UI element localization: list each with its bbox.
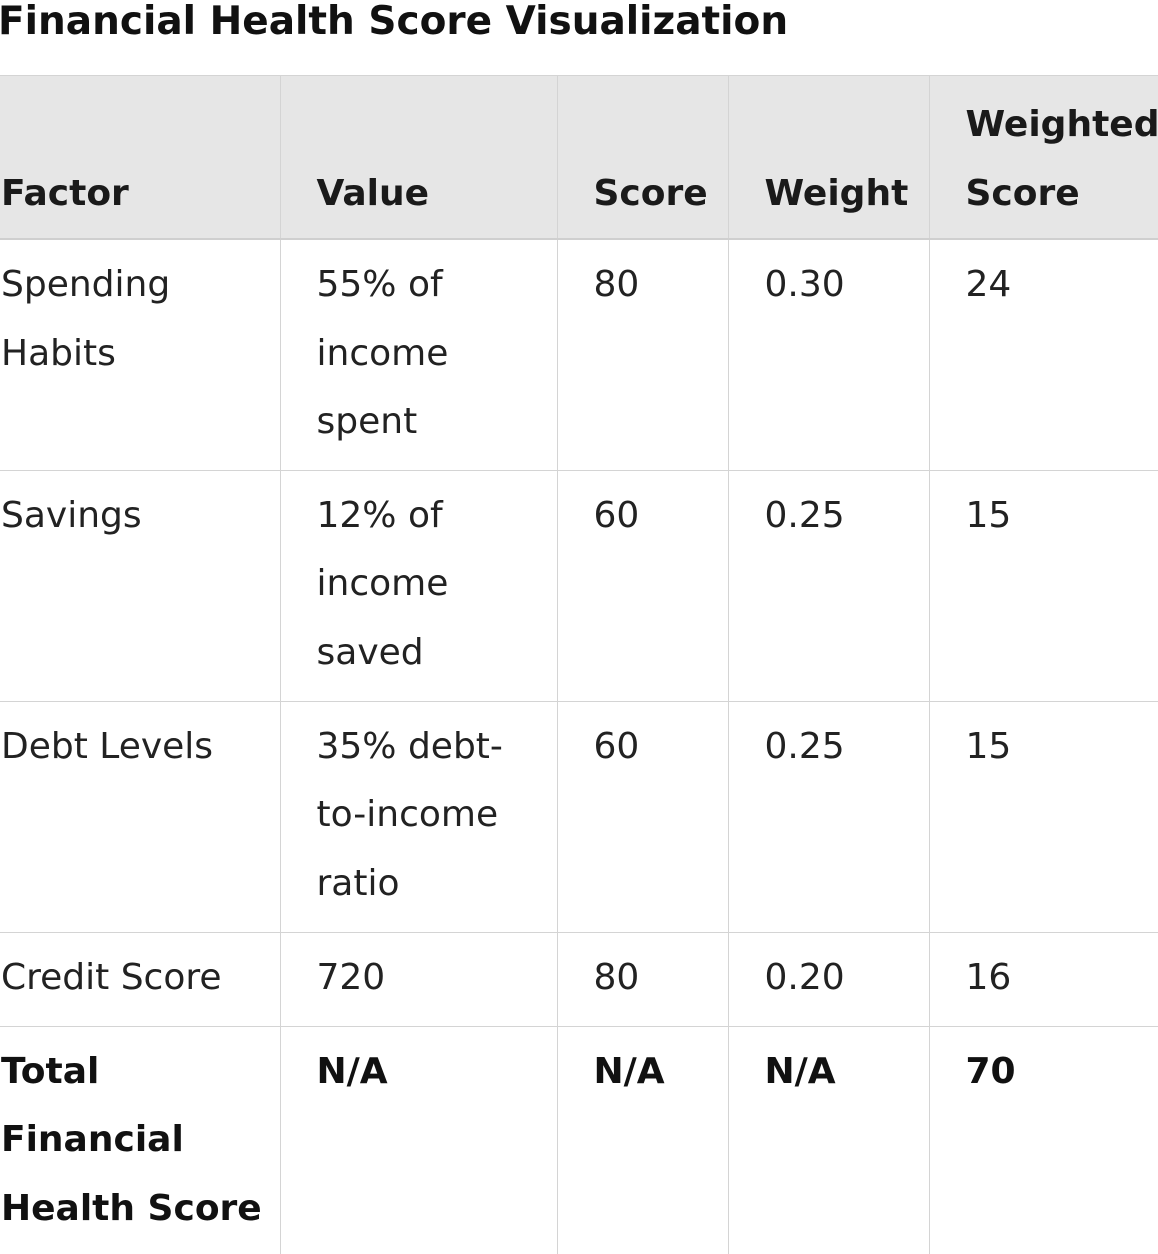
column-header-value: Value bbox=[280, 76, 558, 240]
cell-factor: Credit Score bbox=[0, 932, 281, 1027]
cell-score: 60 bbox=[557, 470, 729, 702]
total-value: N/A bbox=[280, 1026, 558, 1254]
cell-weighted-score: 15 bbox=[929, 470, 1158, 702]
total-factor: Total Financial Health Score bbox=[0, 1026, 281, 1254]
cell-value: 12% of income saved bbox=[280, 470, 558, 702]
cell-score: 80 bbox=[557, 239, 729, 471]
table-row: Savings 12% of income saved 60 0.25 15 bbox=[0, 470, 1158, 702]
table-body: Spending Habits 55% of income spent 80 0… bbox=[0, 239, 1158, 1254]
page-title: Financial Health Score Visualization bbox=[0, 0, 789, 44]
total-weighted-score: 70 bbox=[965, 1050, 1016, 1092]
table-row: Credit Score 720 80 0.20 16 bbox=[0, 932, 1158, 1027]
cell-value: 35% debt-to-income ratio bbox=[280, 701, 558, 933]
cell-factor: Savings bbox=[0, 470, 281, 702]
cell-value: 55% of income spent bbox=[280, 239, 558, 471]
cell-weight: 0.20 bbox=[728, 932, 930, 1027]
cell-weighted-score: 15 bbox=[929, 701, 1158, 933]
table-header: Factor Value Score Weight Weighted Score bbox=[0, 76, 1158, 240]
financial-health-score-table: Factor Value Score Weight Weighted Score… bbox=[0, 76, 1158, 1254]
cell-weight: 0.30 bbox=[728, 239, 930, 471]
cell-weighted-score: 16 bbox=[929, 932, 1158, 1027]
cell-value: 720 bbox=[280, 932, 558, 1027]
column-header-weighted-score: Weighted Score bbox=[929, 76, 1158, 240]
total-row: Total Financial Health Score N/A N/A N/A… bbox=[0, 1026, 1158, 1254]
total-weight: N/A bbox=[728, 1026, 930, 1254]
cell-factor: Debt Levels bbox=[0, 701, 281, 933]
cell-score: 80 bbox=[557, 932, 729, 1027]
cell-weighted-score: 24 bbox=[929, 239, 1158, 471]
total-score: N/A bbox=[557, 1026, 729, 1254]
score-table-container: Factor Value Score Weight Weighted Score… bbox=[0, 75, 1158, 1254]
cell-weight: 0.25 bbox=[728, 470, 930, 702]
column-header-factor: Factor bbox=[0, 76, 281, 240]
cell-weight: 0.25 bbox=[728, 701, 930, 933]
column-header-score: Score bbox=[557, 76, 729, 240]
table-row: Spending Habits 55% of income spent 80 0… bbox=[0, 239, 1158, 471]
cell-score: 60 bbox=[557, 701, 729, 933]
cell-factor: Spending Habits bbox=[0, 239, 281, 471]
table-row: Debt Levels 35% debt-to-income ratio 60 … bbox=[0, 701, 1158, 933]
column-header-weight: Weight bbox=[728, 76, 930, 240]
header-row: Factor Value Score Weight Weighted Score bbox=[0, 76, 1158, 240]
